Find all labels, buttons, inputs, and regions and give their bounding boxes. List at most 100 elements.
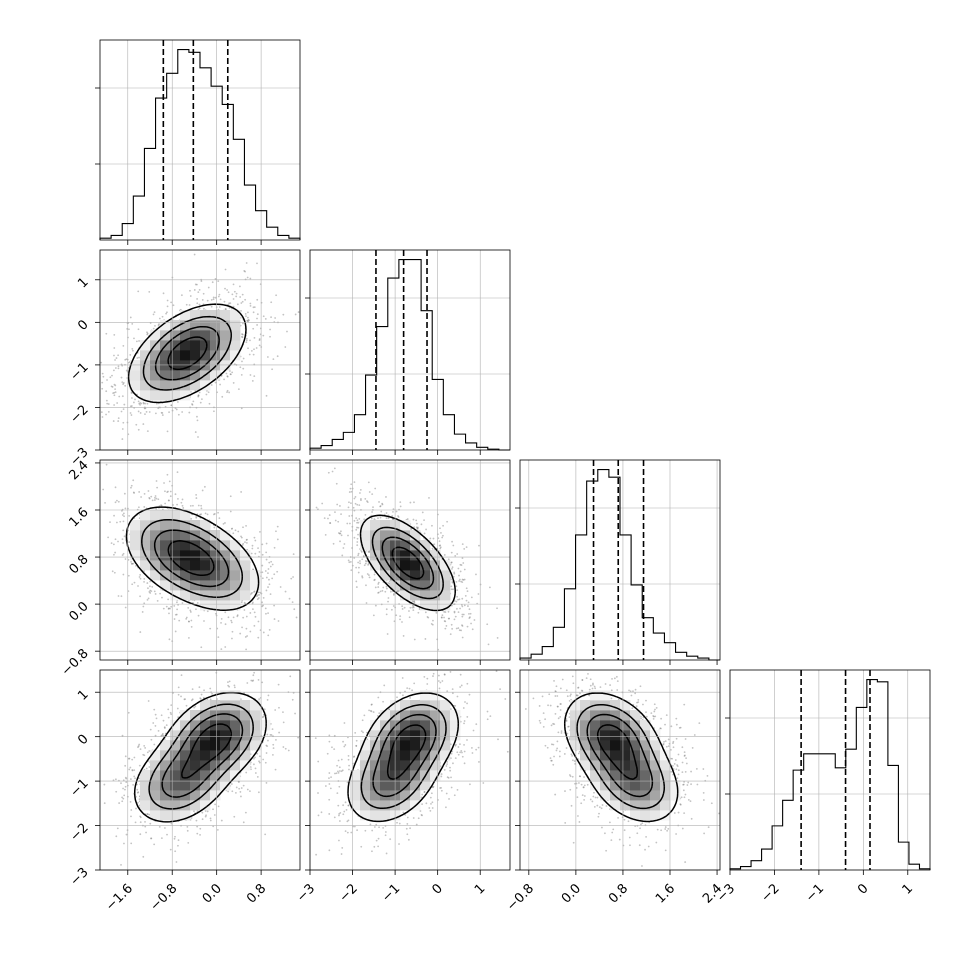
scatter-point xyxy=(423,519,425,522)
density-cell xyxy=(170,540,181,551)
scatter-point xyxy=(200,504,203,507)
scatter-point xyxy=(399,615,402,618)
scatter-point xyxy=(252,601,254,604)
scatter-point xyxy=(189,289,191,292)
scatter-point xyxy=(82,504,84,506)
scatter-point xyxy=(269,593,272,596)
scatter-point xyxy=(230,619,233,622)
scatter-point xyxy=(364,562,367,565)
scatter-point xyxy=(115,521,118,524)
scatter-point xyxy=(130,405,133,407)
scatter-point xyxy=(251,379,254,382)
scatter-point xyxy=(188,304,191,306)
scatter-point xyxy=(231,527,234,530)
scatter-point xyxy=(352,506,355,509)
scatter-point xyxy=(132,783,135,786)
scatter-point xyxy=(451,581,454,584)
scatter-point xyxy=(271,563,274,566)
scatter-point xyxy=(132,349,134,352)
scatter-point xyxy=(256,598,259,601)
scatter-point xyxy=(92,488,94,490)
density-cell xyxy=(210,360,221,371)
scatter-point xyxy=(124,507,127,510)
density-cell xyxy=(230,590,241,601)
scatter-point xyxy=(133,581,136,584)
scatter-point xyxy=(295,616,298,619)
scatter-point xyxy=(453,572,456,575)
density-cell xyxy=(430,590,441,601)
scatter-point xyxy=(487,643,490,646)
scatter-point xyxy=(228,391,231,394)
scatter-point xyxy=(161,315,164,318)
density-cell xyxy=(380,540,391,551)
scatter-point xyxy=(258,344,261,347)
scatter-point xyxy=(459,570,462,573)
scatter-point xyxy=(113,347,116,349)
density-cell xyxy=(230,310,241,321)
scatter-point xyxy=(176,503,178,506)
scatter-point xyxy=(254,552,257,555)
scatter-point xyxy=(415,526,418,529)
scatter-point xyxy=(267,568,270,570)
histogram-frame-0 xyxy=(99,39,301,241)
density-cell xyxy=(240,570,251,581)
scatter-point xyxy=(329,522,331,524)
scatter-point xyxy=(245,339,248,342)
scatter-point xyxy=(129,766,132,769)
scatter-point xyxy=(129,316,132,319)
scatter-point xyxy=(195,515,198,518)
scatter-point xyxy=(442,524,444,527)
scatter-point xyxy=(468,617,471,619)
scatter-point xyxy=(188,620,190,623)
scatter-point xyxy=(489,586,491,589)
scatter-point xyxy=(353,497,356,500)
density-cell xyxy=(190,580,201,591)
scatter-point xyxy=(149,822,152,825)
scatter-point xyxy=(121,538,124,541)
density-cell xyxy=(210,560,221,571)
density-cell xyxy=(170,520,181,531)
density-cell xyxy=(130,530,141,541)
density-cell xyxy=(170,380,181,391)
density-cell xyxy=(430,570,441,581)
scatter-point xyxy=(151,585,154,588)
density-cell xyxy=(180,580,191,591)
density-cell xyxy=(190,360,201,371)
scatter-point xyxy=(247,318,250,321)
scatter-point xyxy=(327,517,329,520)
scatter-point xyxy=(242,357,245,360)
scatter-point xyxy=(423,532,426,535)
scatter-point xyxy=(130,809,133,811)
scatter-point xyxy=(220,648,223,650)
scatter-point xyxy=(413,602,416,604)
scatter-point xyxy=(100,411,103,414)
scatter-point xyxy=(444,627,447,630)
scatter-point xyxy=(278,731,281,734)
scatter-point xyxy=(329,522,332,524)
scatter-point xyxy=(113,333,116,336)
scatter-point xyxy=(267,612,269,615)
scatter-point xyxy=(366,500,368,502)
scatter-point xyxy=(124,776,127,779)
scatter-point xyxy=(214,277,217,280)
scatter-point xyxy=(117,354,120,357)
scatter-point xyxy=(170,404,173,407)
density-cell xyxy=(180,540,191,551)
scatter-point xyxy=(475,573,477,576)
density-cell xyxy=(230,350,241,361)
density-cell xyxy=(170,360,181,371)
scatter-point xyxy=(114,359,116,361)
density-cell xyxy=(170,340,181,351)
density-cell xyxy=(130,520,141,531)
scatter-point xyxy=(224,522,226,524)
scatter-point xyxy=(196,601,199,604)
scatter-point xyxy=(123,535,126,538)
scatter-point xyxy=(167,607,170,610)
scatter-point xyxy=(125,369,128,372)
density-cell xyxy=(130,550,141,561)
scatter-point xyxy=(128,541,131,543)
scatter-point xyxy=(265,558,268,561)
scatter-point xyxy=(148,497,151,500)
scatter-point xyxy=(123,492,126,495)
scatter-point xyxy=(137,400,140,403)
